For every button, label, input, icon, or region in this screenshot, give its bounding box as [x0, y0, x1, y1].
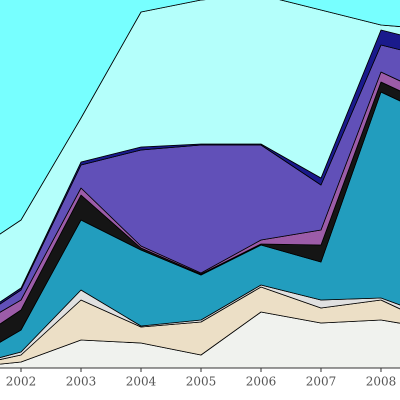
area — [0, 0, 400, 235]
x-tick-label: 2006 — [246, 375, 277, 389]
x-tick-label: 2008 — [366, 375, 397, 389]
x-tick-label: 2002 — [6, 375, 37, 389]
plot-area — [0, 0, 400, 368]
x-tick-label: 2004 — [126, 375, 157, 389]
x-tick-label: 2005 — [186, 375, 217, 389]
x-tick-label: 2007 — [306, 375, 337, 389]
x-tick-label: 2003 — [66, 375, 97, 389]
